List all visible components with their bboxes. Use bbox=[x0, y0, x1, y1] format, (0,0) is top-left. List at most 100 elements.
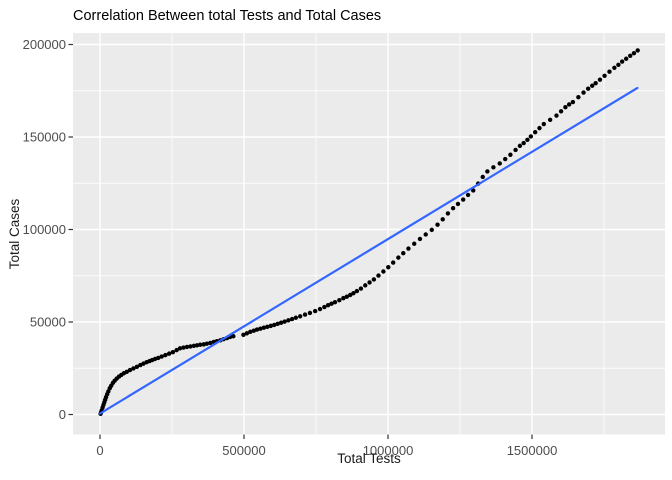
scatter-point bbox=[521, 140, 526, 146]
scatter-point bbox=[170, 349, 176, 355]
scatter-point bbox=[344, 294, 350, 299]
scatter-point bbox=[491, 165, 496, 170]
scatter-point bbox=[406, 246, 411, 251]
scatter-point bbox=[166, 351, 172, 356]
scatter-point bbox=[244, 331, 250, 336]
chart-title: Correlation Between total Tests and Tota… bbox=[73, 8, 382, 24]
scatter-point bbox=[159, 354, 164, 359]
scatter-point bbox=[258, 326, 263, 331]
scatter-point bbox=[332, 300, 338, 305]
scatter-point bbox=[329, 301, 334, 306]
scatter-point bbox=[181, 345, 186, 350]
scatter-point bbox=[623, 56, 629, 61]
scatter-point bbox=[188, 344, 193, 349]
scatter-point bbox=[423, 232, 428, 237]
scatter-point bbox=[325, 302, 331, 308]
scatter-point bbox=[386, 265, 391, 270]
scatter-point bbox=[435, 222, 440, 227]
scatter-point bbox=[480, 174, 485, 180]
scatter-point bbox=[198, 342, 203, 347]
scatter-point bbox=[204, 341, 210, 346]
scatter-point bbox=[241, 332, 246, 337]
scatter-point bbox=[440, 217, 445, 222]
scatter-point bbox=[261, 325, 267, 330]
x-tick-label: 0 bbox=[96, 443, 103, 458]
scatter-point bbox=[465, 192, 471, 198]
scatter-point bbox=[635, 48, 640, 53]
scatter-point bbox=[508, 152, 513, 157]
scatter-point bbox=[293, 315, 299, 320]
scatter-point bbox=[184, 344, 190, 350]
scatter-point bbox=[254, 327, 260, 332]
y-tick-label: 200000 bbox=[23, 37, 66, 52]
y-tick-label: 0 bbox=[59, 407, 66, 422]
scatter-point bbox=[134, 364, 140, 369]
scatter-point bbox=[401, 250, 406, 256]
x-tick-label: 500000 bbox=[222, 443, 265, 458]
scatter-point bbox=[376, 273, 381, 278]
scatter-point bbox=[231, 334, 236, 339]
plot-panel bbox=[73, 33, 665, 435]
scatter-point bbox=[208, 340, 213, 346]
scatter-point bbox=[513, 147, 518, 153]
scatter-point bbox=[581, 90, 586, 95]
y-tick-label: 150000 bbox=[23, 130, 66, 145]
scatter-point bbox=[563, 105, 568, 110]
scatter-point bbox=[248, 329, 253, 335]
scatter-point bbox=[607, 69, 612, 74]
scatter-point bbox=[312, 308, 318, 314]
scatter-point bbox=[537, 125, 542, 131]
scatter-point bbox=[268, 323, 273, 329]
scatter-point bbox=[363, 283, 368, 288]
scatter-point bbox=[554, 113, 559, 118]
y-tick-label: 100000 bbox=[23, 222, 66, 237]
x-tick-label: 1000000 bbox=[363, 443, 414, 458]
scatter-point bbox=[631, 50, 637, 56]
scatter-point bbox=[503, 156, 508, 162]
scatter-point bbox=[289, 316, 295, 322]
scatter-point bbox=[282, 319, 287, 324]
scatter-point bbox=[390, 260, 396, 265]
trend-line bbox=[98, 86, 639, 415]
scatter-point bbox=[558, 109, 564, 114]
scatter-point bbox=[272, 322, 277, 328]
scatter-point bbox=[593, 80, 598, 86]
y-axis-title: Total Cases bbox=[7, 198, 22, 270]
scatter-point bbox=[445, 211, 451, 216]
scatter-point bbox=[367, 280, 372, 285]
scatter-point bbox=[127, 367, 133, 373]
scatter-point bbox=[177, 346, 183, 351]
scatter-point bbox=[174, 347, 179, 353]
scatter-point bbox=[460, 197, 466, 202]
scatter-point bbox=[163, 352, 168, 358]
scatter-point bbox=[396, 255, 401, 260]
scatter-point bbox=[525, 137, 530, 142]
scatter-point bbox=[455, 201, 461, 207]
x-axis-title: Total Tests bbox=[337, 451, 401, 466]
scatter-point bbox=[576, 95, 581, 100]
scatter-point bbox=[412, 241, 417, 246]
scatter-point bbox=[619, 59, 625, 64]
scatter-point bbox=[278, 320, 284, 325]
scatter-point bbox=[616, 62, 621, 68]
y-tick-label: 50000 bbox=[30, 315, 66, 330]
scatter-point bbox=[307, 310, 313, 316]
scatter-point bbox=[371, 277, 377, 282]
scatter-point bbox=[381, 269, 386, 274]
scatter-point bbox=[417, 236, 423, 242]
scatter-point bbox=[597, 77, 603, 82]
scatter-point bbox=[628, 53, 633, 58]
scatter-point bbox=[358, 286, 364, 291]
scatter-point bbox=[302, 312, 308, 317]
scatter-point bbox=[429, 227, 434, 233]
scatter-point bbox=[450, 206, 456, 211]
scatter-point bbox=[354, 288, 360, 294]
scatter-point bbox=[528, 134, 534, 139]
scatter-point bbox=[341, 295, 346, 301]
scatter-point bbox=[322, 304, 327, 310]
scatter-point bbox=[517, 143, 523, 149]
scatter-point bbox=[485, 169, 490, 174]
scatter-point bbox=[547, 117, 553, 122]
scatter-point bbox=[275, 321, 280, 327]
